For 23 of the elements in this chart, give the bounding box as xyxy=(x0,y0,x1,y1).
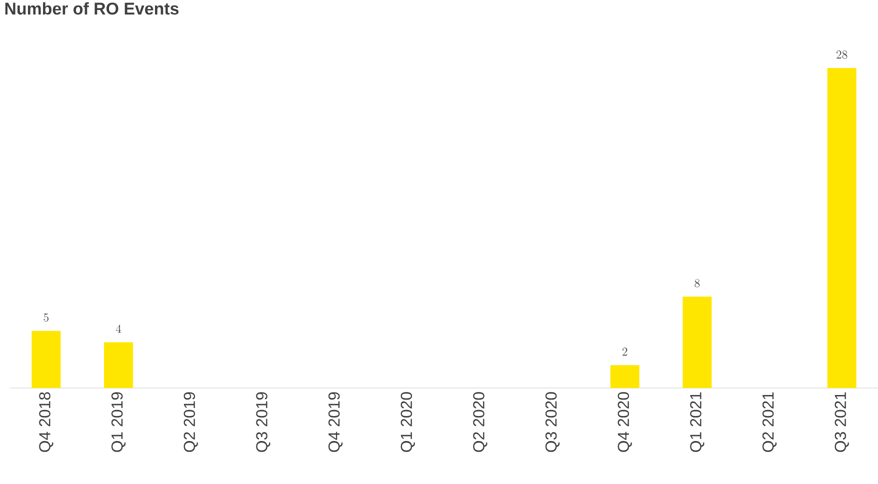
x-tick-label: Q2 2019 xyxy=(184,392,198,452)
x-tick-label: Q4 2020 xyxy=(618,392,632,452)
data-label: 5 xyxy=(44,313,49,322)
x-tick-label: Q4 2019 xyxy=(328,392,343,452)
data-label: 4 xyxy=(116,324,122,333)
x-tick-label: Q1 2021 xyxy=(690,392,704,452)
x-tick-label: Q1 2020 xyxy=(400,392,415,452)
bar xyxy=(32,330,61,388)
bar xyxy=(682,296,712,388)
data-label: 28 xyxy=(836,50,848,59)
data-label: 8 xyxy=(694,279,700,288)
bar xyxy=(610,365,640,388)
bar xyxy=(827,68,856,388)
x-tick-label: Q2 2021 xyxy=(762,392,777,452)
data-label: 2 xyxy=(622,348,628,356)
x-tick-label: Q2 2020 xyxy=(473,392,488,452)
x-tick-label: Q3 2021 xyxy=(834,392,849,452)
bar xyxy=(104,342,133,388)
x-tick-label: Q1 2019 xyxy=(111,392,126,452)
x-tick-label: Q3 2020 xyxy=(545,392,560,452)
chart-title: Number of RO Events xyxy=(5,2,179,15)
x-tick-label: Q3 2019 xyxy=(256,392,270,452)
x-tick-label: Q4 2018 xyxy=(39,392,54,452)
